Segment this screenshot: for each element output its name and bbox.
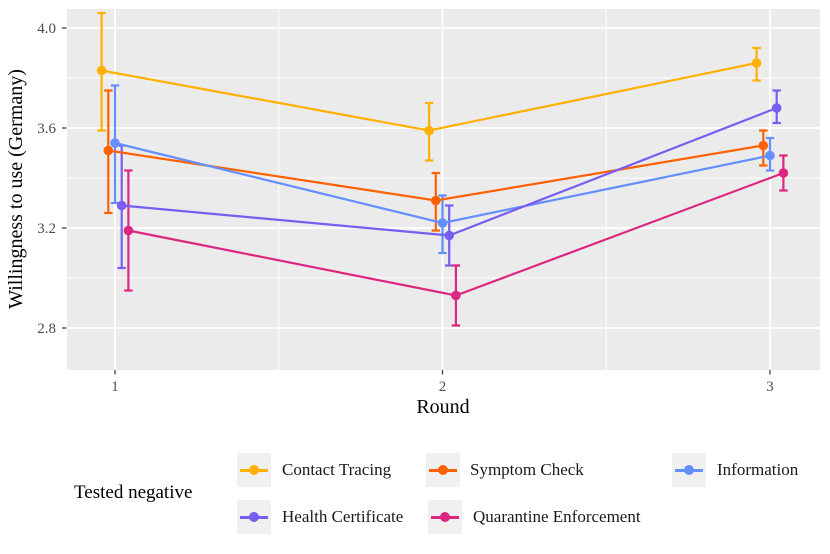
y-axis-tick-label: 3.6 (37, 121, 56, 137)
legend-entry-label-quarantine-enforcement: Quarantine Enforcement (473, 507, 641, 526)
legend-key-symptom-check (426, 453, 460, 487)
legend-entry-label-health-certificate: Health Certificate (282, 507, 404, 526)
data-point-symptom-check-round-3 (758, 140, 769, 151)
plot-generated: 2.8 3.2 3.6 4.0 1 2 3 (37, 9, 820, 395)
plot-panel (67, 9, 820, 370)
data-point-quarantine-enforcement-round-3 (778, 168, 789, 178)
data-point-health-certificate-round-3 (771, 103, 782, 113)
data-point-symptom-check-round-2 (431, 195, 441, 206)
legend-title: Tested negative (74, 482, 193, 503)
data-point-information-round-2 (437, 218, 448, 228)
legend-entry-label-symptom-check: Symptom Check (470, 460, 584, 479)
y-axis-tick-label: 3.2 (37, 221, 56, 237)
x-axis-tick-label: 2 (439, 379, 447, 395)
legend-key-contact-tracing (237, 453, 271, 487)
y-axis-tick-label: 2.8 (37, 321, 56, 337)
data-point-quarantine-enforcement-round-1 (123, 225, 134, 236)
legend-key-dot (438, 465, 448, 475)
y-axis-tick-label: 4.0 (37, 21, 56, 37)
legend-key-health-certificate (237, 500, 271, 534)
data-point-health-certificate-round-1 (116, 200, 127, 211)
data-point-information-round-1 (110, 138, 120, 148)
data-point-quarantine-enforcement-round-2 (451, 290, 461, 301)
chart-svg: 2.8 3.2 3.6 4.0 1 2 3 Round Willingness to use… (5, 9, 820, 418)
data-point-contact-tracing-round-2 (424, 125, 434, 136)
legend-key-quarantine-enforcement (428, 500, 462, 534)
legend-key-dot (249, 512, 259, 522)
data-point-information-round-3 (765, 150, 775, 161)
data-point-contact-tracing-round-3 (751, 58, 762, 68)
legend-key-dot (684, 465, 694, 475)
x-axis-tick-label: 3 (766, 379, 774, 395)
x-axis-title: Round (416, 396, 469, 418)
data-point-health-certificate-round-2 (444, 230, 455, 241)
legend-key-dot (249, 465, 259, 475)
y-axis-title: Willingness to use (Germany) (5, 69, 27, 309)
x-axis-tick-label: 1 (111, 379, 119, 395)
legend-key-information (672, 453, 706, 487)
legend-entry-label-information: Information (717, 460, 799, 479)
legend-key-dot (440, 512, 450, 522)
data-point-symptom-check-round-1 (103, 145, 114, 156)
legend-entry-label-contact-tracing: Contact Tracing (282, 460, 392, 479)
data-point-contact-tracing-round-1 (96, 65, 107, 76)
